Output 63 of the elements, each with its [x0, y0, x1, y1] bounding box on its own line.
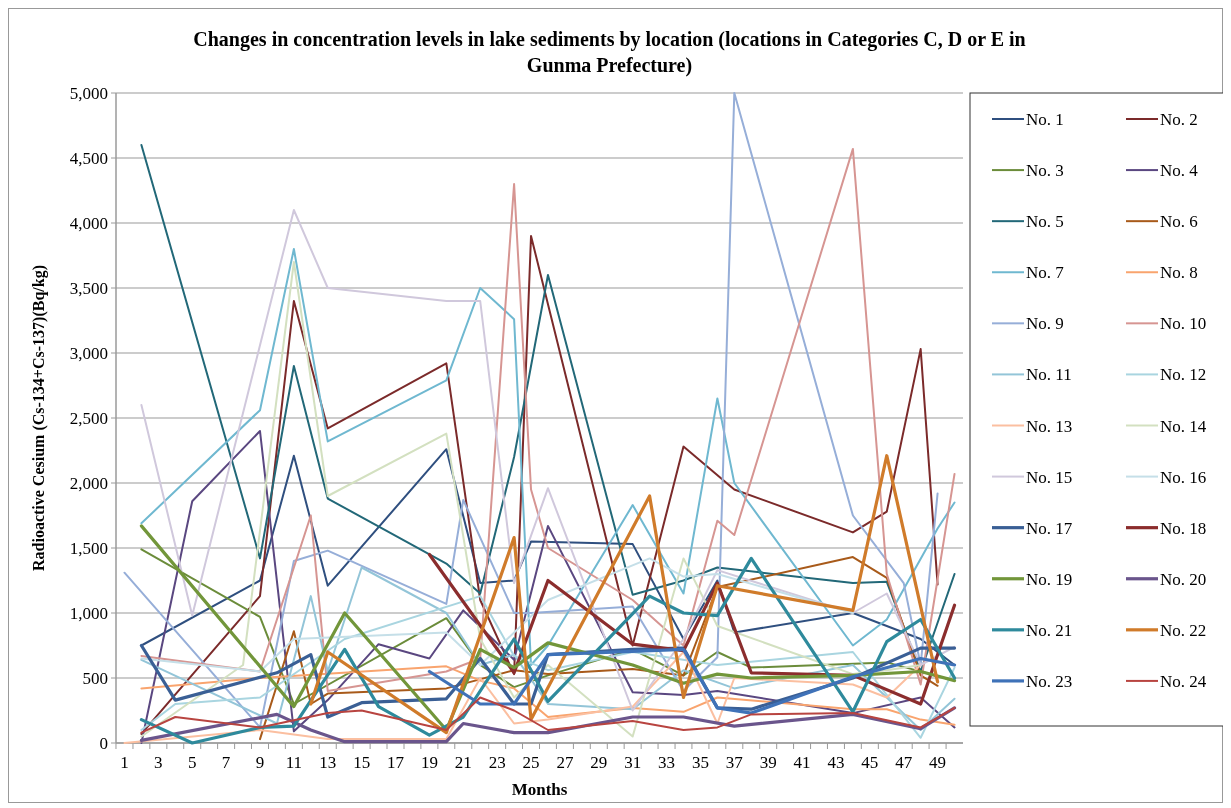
y-tick-label: 0 [99, 734, 108, 753]
legend-label: No. 3 [1026, 161, 1064, 181]
x-tick-label: 13 [319, 753, 337, 772]
legend-label: No. 20 [1160, 569, 1207, 589]
x-tick-label: 9 [255, 753, 265, 772]
y-axis-title: Radioactive Cesium (Cs-134+Cs-137)(Bq/kg) [30, 265, 48, 571]
x-tick-label: 39 [759, 753, 777, 772]
y-tick-label: 4,000 [69, 214, 108, 233]
legend-label: No. 11 [1026, 365, 1072, 385]
y-tick-label: 3,500 [69, 279, 108, 298]
legend-label: No. 23 [1026, 671, 1073, 691]
x-tick-label: 25 [522, 753, 540, 772]
y-tick-label: 500 [82, 669, 108, 688]
x-tick-label: 11 [285, 753, 303, 772]
legend-label: No. 24 [1160, 671, 1207, 691]
x-tick-label: 15 [353, 753, 371, 772]
y-tick-label: 2,000 [69, 474, 108, 493]
legend-label: No. 21 [1026, 620, 1073, 640]
legend-label: No. 15 [1026, 467, 1073, 487]
legend-label: No. 9 [1026, 314, 1064, 334]
legend-label: No. 2 [1160, 110, 1198, 129]
legend-label: No. 10 [1160, 314, 1207, 334]
x-tick-label: 49 [929, 753, 947, 772]
legend-label: No. 4 [1160, 161, 1199, 181]
legend-label: No. 18 [1160, 518, 1207, 538]
x-tick-label: 19 [420, 753, 438, 772]
legend-label: No. 22 [1160, 620, 1207, 640]
y-tick-label: 5,000 [69, 84, 108, 103]
x-tick-label: 23 [488, 753, 506, 772]
legend-label: No. 12 [1160, 365, 1207, 385]
x-tick-label: 7 [221, 753, 231, 772]
legend-label: No. 17 [1026, 518, 1073, 538]
x-axis-title: Months [511, 780, 568, 799]
x-tick-label: 33 [658, 753, 676, 772]
x-tick-label: 29 [590, 753, 608, 772]
legend-label: No. 8 [1160, 263, 1198, 283]
legend-label: No. 1 [1026, 110, 1064, 129]
y-tick-label: 1,000 [69, 604, 108, 623]
legend-label: No. 5 [1026, 212, 1064, 232]
x-tick-label: 21 [454, 753, 472, 772]
x-tick-label: 27 [556, 753, 574, 772]
legend-label: No. 13 [1026, 416, 1073, 436]
y-tick-label: 4,500 [69, 149, 108, 168]
x-tick-label: 31 [624, 753, 642, 772]
x-tick-label: 5 [187, 753, 197, 772]
legend-label: No. 7 [1026, 263, 1065, 283]
x-tick-label: 37 [725, 753, 744, 772]
x-tick-label: 43 [827, 753, 845, 772]
y-tick-label: 3,000 [69, 344, 108, 363]
legend-label: No. 6 [1160, 212, 1198, 232]
legend-label: No. 19 [1026, 569, 1073, 589]
y-tick-label: 1,500 [69, 539, 108, 558]
x-tick-label: 47 [895, 753, 913, 772]
x-tick-label: 35 [691, 753, 709, 772]
x-tick-label: 45 [861, 753, 879, 772]
x-tick-label: 17 [387, 753, 405, 772]
x-tick-label: 41 [793, 753, 811, 772]
x-tick-label: 3 [154, 753, 163, 772]
chart-title: Changes in concentration levels in lake sediments by location (locations in Categories C, D or E in Gunma Prefecture) [193, 28, 1026, 77]
legend-label: No. 16 [1160, 467, 1207, 487]
y-tick-label: 2,500 [69, 409, 108, 428]
legend-label: No. 14 [1160, 416, 1207, 436]
x-tick-label: 1 [120, 753, 129, 772]
